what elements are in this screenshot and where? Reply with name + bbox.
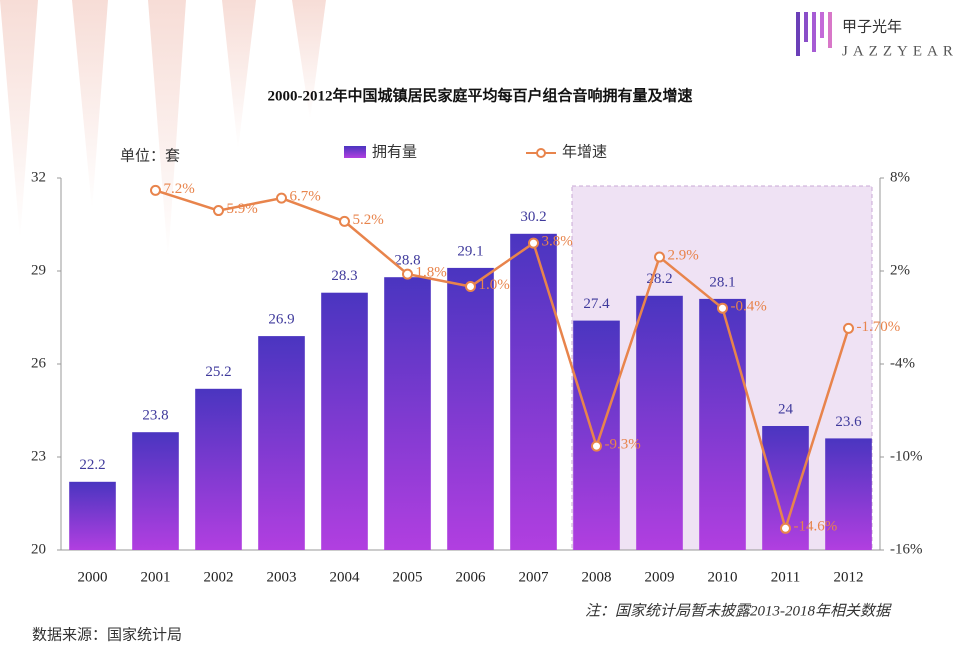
bar-value-label: 28.8 — [394, 253, 420, 269]
brand-sub: JAZZYEAR — [842, 43, 958, 59]
chart-title: 2000-2012年中国城镇居民家庭平均每百户组合音响拥有量及增速 — [268, 86, 693, 104]
growth-line — [155, 189, 850, 533]
growth-value-label: 5.2% — [353, 212, 384, 228]
x-tick-label: 2011 — [771, 569, 800, 585]
bar — [69, 481, 116, 550]
bar-value-label: 24 — [778, 401, 794, 417]
y-tick-label: 32 — [31, 169, 46, 185]
growth-point — [276, 192, 287, 204]
legend-label: 年增速 — [562, 143, 607, 160]
growth-point — [780, 522, 791, 534]
x-tick-label: 2001 — [141, 569, 171, 585]
bar — [825, 438, 872, 550]
x-tick-label: 2003 — [267, 569, 297, 585]
growth-value-label: -0.4% — [731, 299, 767, 315]
legend-swatch — [344, 146, 366, 158]
growth-value-label: 1.0% — [479, 277, 510, 293]
y2-tick-label: -16% — [890, 541, 923, 557]
bar-value-label: 28.3 — [331, 268, 357, 284]
growth-value-label: 7.2% — [164, 181, 195, 197]
growth-value-label: -14.6% — [794, 519, 838, 535]
growth-point — [402, 268, 413, 280]
growth-point — [339, 215, 350, 227]
y-tick-label: 26 — [31, 355, 47, 371]
bar — [195, 388, 242, 550]
bar — [321, 292, 368, 550]
bar — [510, 233, 557, 551]
x-tick-label: 2004 — [330, 569, 361, 585]
x-tick-label: 2000 — [78, 569, 108, 585]
growth-value-label: 1.8% — [416, 265, 447, 281]
legend-marker — [536, 148, 546, 158]
growth-point — [843, 322, 854, 334]
note: 注：国家统计局暂未披露2013-2018年相关数据 — [585, 602, 892, 619]
bar — [258, 336, 305, 550]
bar-value-label: 23.6 — [835, 414, 862, 430]
bar-value-label: 28.1 — [709, 274, 735, 290]
bar-value-label: 25.2 — [205, 364, 231, 380]
bar — [447, 267, 494, 550]
y2-tick-label: -4% — [890, 355, 915, 371]
bar — [636, 295, 683, 550]
bar — [132, 432, 179, 550]
growth-value-label: -9.3% — [605, 437, 641, 453]
bar-value-label: 22.2 — [79, 457, 105, 473]
y-tick-label: 23 — [31, 448, 46, 464]
x-tick-label: 2007 — [519, 569, 550, 585]
x-tick-label: 2002 — [204, 569, 234, 585]
x-tick-label: 2010 — [708, 569, 738, 585]
bar-value-label: 23.8 — [142, 408, 168, 424]
bar — [384, 277, 431, 550]
growth-point — [591, 440, 602, 452]
growth-point — [213, 205, 224, 217]
bar-value-label: 29.1 — [457, 243, 483, 259]
growth-value-label: 5.9% — [227, 201, 258, 217]
bar-value-label: 30.2 — [520, 209, 546, 225]
x-tick-label: 2009 — [645, 569, 675, 585]
bar-value-label: 26.9 — [268, 312, 294, 328]
legend-label: 拥有量 — [372, 143, 417, 160]
bar-value-label: 27.4 — [583, 296, 610, 312]
growth-point — [528, 237, 539, 249]
growth-point — [654, 251, 665, 263]
x-tick-label: 2012 — [834, 569, 864, 585]
background-decoration — [0, 0, 326, 260]
x-tick-label: 2006 — [456, 569, 487, 585]
growth-point — [150, 184, 161, 196]
y2-tick-label: 8% — [890, 169, 910, 185]
x-tick-label: 2005 — [393, 569, 423, 585]
y-tick-label: 20 — [31, 541, 46, 557]
x-tick-label: 2008 — [582, 569, 612, 585]
source: 数据来源：国家统计局 — [32, 626, 182, 643]
unit-label: 单位：套 — [120, 147, 180, 164]
growth-value-label: 2.9% — [668, 247, 699, 263]
bar — [699, 298, 746, 550]
growth-value-label: 6.7% — [290, 189, 321, 205]
bar — [573, 320, 620, 550]
growth-point — [717, 302, 728, 314]
y2-tick-label: 2% — [890, 262, 910, 278]
brand-name: 甲子光年 — [842, 18, 902, 35]
logo: 甲子光年 JAZZYEAR — [796, 12, 958, 59]
growth-value-label: -1.70% — [857, 319, 901, 335]
growth-point — [465, 281, 476, 292]
y-tick-label: 29 — [31, 262, 46, 278]
growth-value-label: 3.8% — [542, 234, 573, 250]
y2-tick-label: -10% — [890, 448, 923, 464]
